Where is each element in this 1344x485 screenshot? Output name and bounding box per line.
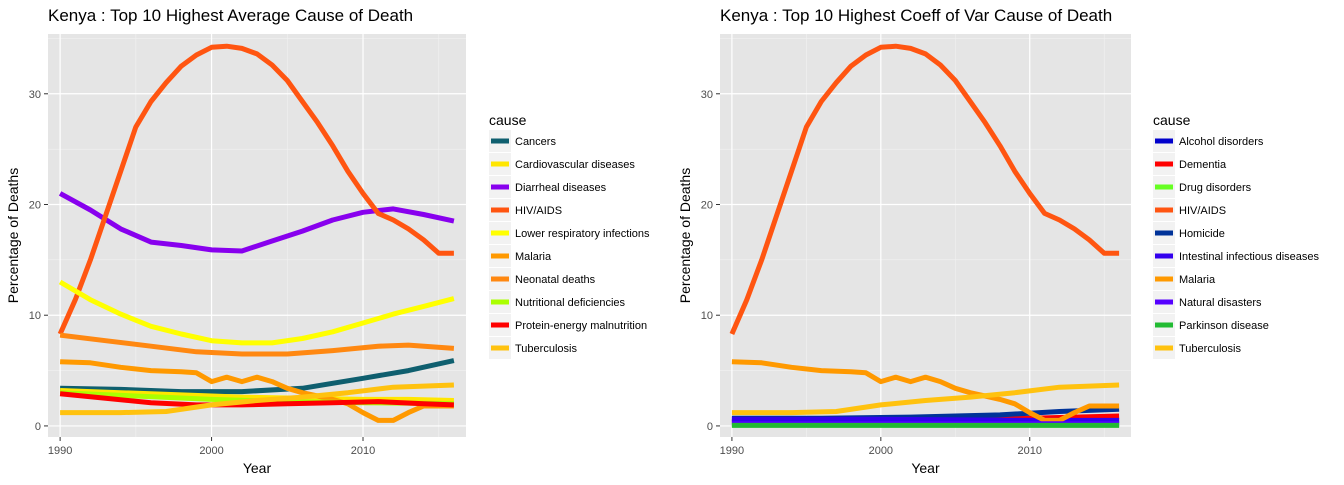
legend-label: Parkinson disease bbox=[1179, 320, 1269, 332]
y-tick-label: 0 bbox=[35, 421, 41, 433]
legend-title: cause bbox=[489, 112, 527, 128]
x-axis-label: Year bbox=[243, 460, 272, 476]
legend-label: HIV/AIDS bbox=[1179, 205, 1226, 217]
legend-label: Lower respiratory infections bbox=[515, 228, 650, 240]
series-line-tuberculosis bbox=[60, 382, 454, 416]
legend-label: Malaria bbox=[515, 251, 552, 263]
legend-label: Natural disasters bbox=[1179, 297, 1262, 309]
y-tick-label: 10 bbox=[29, 310, 41, 322]
x-tick-label: 2000 bbox=[869, 445, 893, 457]
legend-label: Tuberculosis bbox=[515, 343, 577, 355]
series-line-protein-energy-malnutrition bbox=[59, 391, 454, 408]
plot-panel bbox=[720, 34, 1131, 437]
x-tick-label: 1990 bbox=[720, 445, 744, 457]
chart-title: Kenya : Top 10 Highest Coeff of Var Caus… bbox=[720, 6, 1112, 25]
legend-label: Cancers bbox=[515, 136, 556, 148]
legend-label: Diarrheal diseases bbox=[515, 182, 607, 194]
series-line-intestinal-infectious-diseases bbox=[731, 416, 1120, 423]
series-line-neonatal-deaths bbox=[59, 332, 455, 357]
legend-label: Nutritional deficiencies bbox=[515, 297, 626, 309]
y-axis-label: Percentage of Deaths bbox=[677, 168, 693, 303]
y-tick-label: 0 bbox=[707, 421, 713, 433]
y-tick-label: 10 bbox=[701, 310, 713, 322]
legend-title: cause bbox=[1153, 112, 1191, 128]
legend-label: Protein-energy malnutrition bbox=[515, 320, 647, 332]
legend-label: Malaria bbox=[1179, 274, 1216, 286]
legend-label: HIV/AIDS bbox=[515, 205, 562, 217]
legend: cause Cancers Cardiovascular diseases Diarr… bbox=[489, 112, 650, 359]
chart-title: Kenya : Top 10 Highest Average Cause of … bbox=[48, 6, 413, 25]
series-line-hiv-aids bbox=[57, 43, 454, 336]
y-tick-label: 20 bbox=[29, 200, 41, 212]
chart-panel-1: Kenya : Top 10 Highest Average Cause of … bbox=[5, 6, 650, 476]
y-tick-label: 20 bbox=[701, 200, 713, 212]
series-line-diarrheal-diseases bbox=[58, 191, 455, 254]
legend-label: Neonatal deaths bbox=[515, 274, 596, 286]
x-tick-label: 2000 bbox=[199, 445, 223, 457]
plot-panel bbox=[48, 34, 466, 437]
y-tick-label: 30 bbox=[29, 89, 41, 101]
series-line-lower-respiratory-infections bbox=[58, 279, 455, 346]
legend-label: Dementia bbox=[1179, 159, 1227, 171]
x-tick-label: 2010 bbox=[1017, 445, 1041, 457]
legend: cause Alcohol disorders Dementia Drug disor… bbox=[1153, 112, 1320, 359]
series-line-tuberculosis bbox=[731, 382, 1120, 416]
series-line-cancers bbox=[60, 358, 455, 395]
y-tick-label: 30 bbox=[701, 89, 713, 101]
series-line-hiv-aids bbox=[729, 43, 1120, 335]
series-line-malaria bbox=[731, 359, 1120, 423]
legend-label: Cardiovascular diseases bbox=[515, 159, 635, 171]
legend-label: Homicide bbox=[1179, 228, 1225, 240]
series-line-malaria bbox=[60, 359, 454, 423]
legend-label: Drug disorders bbox=[1179, 182, 1252, 194]
x-tick-label: 2010 bbox=[351, 445, 375, 457]
x-tick-label: 1990 bbox=[48, 445, 72, 457]
y-axis-label: Percentage of Deaths bbox=[5, 168, 21, 303]
legend-label: Intestinal infectious diseases bbox=[1179, 251, 1320, 263]
chart-panel-2: Kenya : Top 10 Highest Coeff of Var Caus… bbox=[677, 6, 1320, 476]
legend-label: Alcohol disorders bbox=[1179, 136, 1264, 148]
legend-label: Tuberculosis bbox=[1179, 343, 1241, 355]
x-axis-label: Year bbox=[911, 460, 940, 476]
